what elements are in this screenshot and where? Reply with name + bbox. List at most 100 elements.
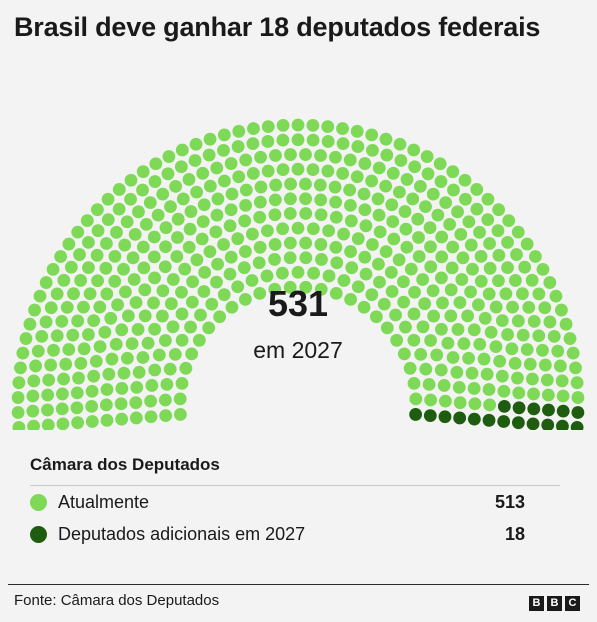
seat-current bbox=[357, 300, 371, 314]
seat-current bbox=[71, 225, 85, 239]
seat-current bbox=[74, 274, 88, 287]
seat-current bbox=[468, 397, 482, 411]
seat-current bbox=[467, 323, 481, 337]
seat-current bbox=[413, 179, 427, 193]
seat-current bbox=[26, 389, 40, 403]
seat-current bbox=[99, 398, 113, 412]
seat-current bbox=[253, 240, 267, 254]
seat-current bbox=[246, 227, 259, 241]
seat-current bbox=[549, 289, 563, 303]
seat-current bbox=[112, 183, 126, 196]
seat-current bbox=[379, 179, 393, 193]
seat-current bbox=[173, 392, 187, 406]
seat-current bbox=[540, 373, 554, 387]
seat-current bbox=[23, 317, 37, 331]
seat-current bbox=[162, 150, 176, 163]
seat-current bbox=[299, 207, 313, 220]
seat-current bbox=[512, 386, 526, 400]
seat-current bbox=[261, 135, 275, 148]
seat-current bbox=[144, 410, 158, 424]
seat-current bbox=[453, 396, 467, 410]
seat-current bbox=[155, 309, 169, 323]
parliament-chart bbox=[11, 118, 585, 430]
seat-current bbox=[124, 173, 138, 187]
seat-current bbox=[186, 275, 199, 289]
seat-current bbox=[104, 311, 118, 325]
seat-current bbox=[100, 287, 114, 301]
seat-current bbox=[175, 285, 188, 299]
seat-current bbox=[365, 288, 379, 302]
seat-current bbox=[184, 205, 198, 218]
seat-current bbox=[179, 361, 193, 375]
seat-current bbox=[211, 257, 224, 271]
seat-current bbox=[543, 276, 557, 289]
seat-current bbox=[472, 298, 485, 312]
seat-current bbox=[547, 330, 561, 343]
seat-current bbox=[455, 273, 469, 286]
seat-current bbox=[497, 384, 511, 398]
seat-current bbox=[435, 322, 448, 336]
seat-current bbox=[12, 420, 26, 430]
legend-swatch-adicionais bbox=[30, 526, 47, 543]
seat-current bbox=[136, 240, 150, 254]
seat-current bbox=[299, 148, 312, 161]
seat-current bbox=[171, 212, 185, 226]
seat-current bbox=[190, 185, 204, 199]
seat-current bbox=[441, 336, 455, 350]
seat-current bbox=[28, 303, 41, 317]
seat-current bbox=[268, 193, 282, 207]
seat-current bbox=[532, 329, 546, 343]
seat-current bbox=[82, 328, 95, 341]
seat-current bbox=[39, 315, 53, 329]
seat-current bbox=[511, 314, 525, 328]
seat-current bbox=[148, 175, 162, 188]
seat-current bbox=[343, 153, 357, 167]
seat-current bbox=[314, 238, 328, 251]
seat-current bbox=[525, 372, 539, 386]
seat-current bbox=[566, 346, 580, 360]
seat-current bbox=[284, 192, 297, 206]
seat-current bbox=[434, 175, 448, 188]
seat-current bbox=[366, 144, 379, 157]
seat-current bbox=[158, 260, 172, 274]
seat-current bbox=[351, 232, 365, 246]
seat-current bbox=[223, 219, 237, 233]
seat-current bbox=[337, 227, 350, 241]
seat-current bbox=[159, 240, 172, 254]
seat-current bbox=[35, 330, 49, 343]
seat-current bbox=[268, 238, 282, 251]
seat-additional bbox=[438, 410, 452, 424]
seat-current bbox=[344, 292, 358, 306]
seat-current bbox=[555, 374, 569, 388]
seat-current bbox=[217, 174, 231, 188]
seat-current bbox=[100, 383, 114, 396]
seat-current bbox=[11, 406, 25, 419]
seat-current bbox=[450, 365, 464, 379]
seat-current bbox=[386, 166, 400, 180]
seat-additional bbox=[482, 413, 496, 427]
seat-current bbox=[261, 164, 275, 178]
seat-current bbox=[459, 192, 472, 206]
seat-current bbox=[102, 367, 116, 381]
seat-current bbox=[371, 192, 385, 206]
seat-current bbox=[424, 393, 438, 407]
seat-current bbox=[528, 250, 542, 263]
seat-current bbox=[329, 240, 343, 254]
seat-current bbox=[420, 150, 434, 163]
seat-current bbox=[129, 296, 143, 309]
seat-additional bbox=[526, 417, 540, 430]
seat-current bbox=[330, 256, 344, 270]
seat-current bbox=[225, 187, 239, 201]
seat-current bbox=[127, 273, 141, 286]
seat-current bbox=[435, 230, 449, 244]
seat-current bbox=[321, 135, 335, 148]
seat-additional bbox=[570, 420, 584, 430]
seat-current bbox=[44, 301, 58, 315]
seat-current bbox=[27, 374, 41, 388]
seat-current bbox=[436, 296, 449, 310]
seat-current bbox=[245, 274, 259, 287]
seat-current bbox=[118, 238, 132, 252]
seat-current bbox=[407, 143, 421, 157]
seat-current bbox=[501, 261, 514, 275]
seat-current bbox=[64, 260, 78, 274]
